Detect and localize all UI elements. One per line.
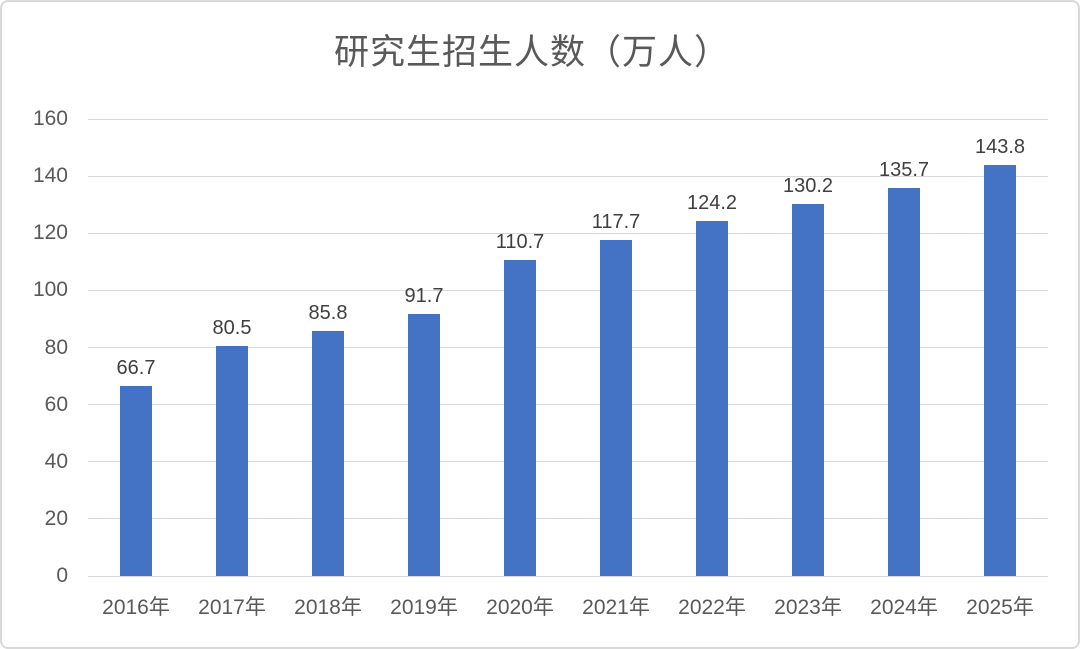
- y-axis-tick-label: 140: [32, 164, 68, 188]
- x-axis: 2016年 2017年 2018年 2019年 2020年 2021年 2022年 2023年…: [88, 591, 1048, 625]
- bar-data-label: 80.5: [212, 317, 252, 340]
- y-axis-tick-label: 40: [44, 449, 68, 473]
- x-axis-tick-label: 2022年: [678, 596, 746, 619]
- bar: [984, 165, 1016, 576]
- bar: [120, 385, 152, 576]
- x-axis-tick-label: 2023年: [774, 596, 842, 619]
- gridline: [88, 347, 1048, 348]
- bar-data-label: 66.7: [116, 356, 156, 379]
- y-axis-tick-label: 80: [44, 335, 68, 359]
- plot-area: 66.7 80.5 85.8 91.7 110.7 117.7 124.2 130.2 135.…: [88, 118, 1048, 577]
- x-axis-tick-label: 2018年: [294, 596, 362, 619]
- y-axis-tick-label: 160: [32, 107, 68, 130]
- x-axis-tick-label: 2020年: [486, 596, 554, 619]
- gridline: [88, 118, 1048, 120]
- bar: [216, 346, 248, 576]
- gridline: [88, 461, 1048, 463]
- y-axis: 0 20 40 60 80 100 120 140 160: [10, 107, 68, 587]
- bar: [408, 314, 440, 576]
- bar: [504, 259, 536, 576]
- x-axis-tick-label: 2017年: [198, 596, 266, 619]
- y-axis-tick-label: 0: [56, 564, 68, 587]
- x-axis-tick-label: 2021年: [582, 596, 650, 619]
- chart-title: 研究生招生人数（万人）: [333, 33, 730, 72]
- bar-data-label: 130.2: [782, 175, 834, 198]
- bar-data-label: 117.7: [591, 210, 641, 233]
- gridline: [88, 518, 1048, 520]
- bar: [696, 221, 728, 576]
- bar: [312, 330, 344, 576]
- x-axis-tick-label: 2025年: [966, 596, 1034, 619]
- gridline: [88, 175, 1048, 177]
- bar-data-label: 110.7: [495, 230, 545, 253]
- x-axis-tick-label: 2016年: [102, 596, 170, 619]
- x-axis-tick-label: 2024年: [870, 596, 938, 619]
- bar-data-label: 124.2: [686, 192, 738, 215]
- gridline: [88, 404, 1048, 406]
- x-axis-tick-label: 2019年: [390, 596, 458, 619]
- gridline: [88, 232, 1048, 234]
- bar-data-label: 135.7: [878, 159, 930, 182]
- gridline: [88, 575, 1048, 577]
- bar-data-label: 91.7: [404, 285, 444, 308]
- bar-data-label: 85.8: [308, 301, 348, 324]
- y-axis-tick-label: 60: [44, 392, 68, 416]
- bar: [792, 204, 824, 576]
- y-axis-tick-label: 100: [32, 278, 68, 302]
- y-axis-tick-label: 120: [32, 221, 68, 245]
- y-axis-tick-label: 20: [44, 506, 68, 530]
- bar: [600, 239, 632, 576]
- bar-data-label: 143.8: [974, 136, 1026, 159]
- bar: [888, 188, 920, 576]
- gridline: [88, 289, 1048, 291]
